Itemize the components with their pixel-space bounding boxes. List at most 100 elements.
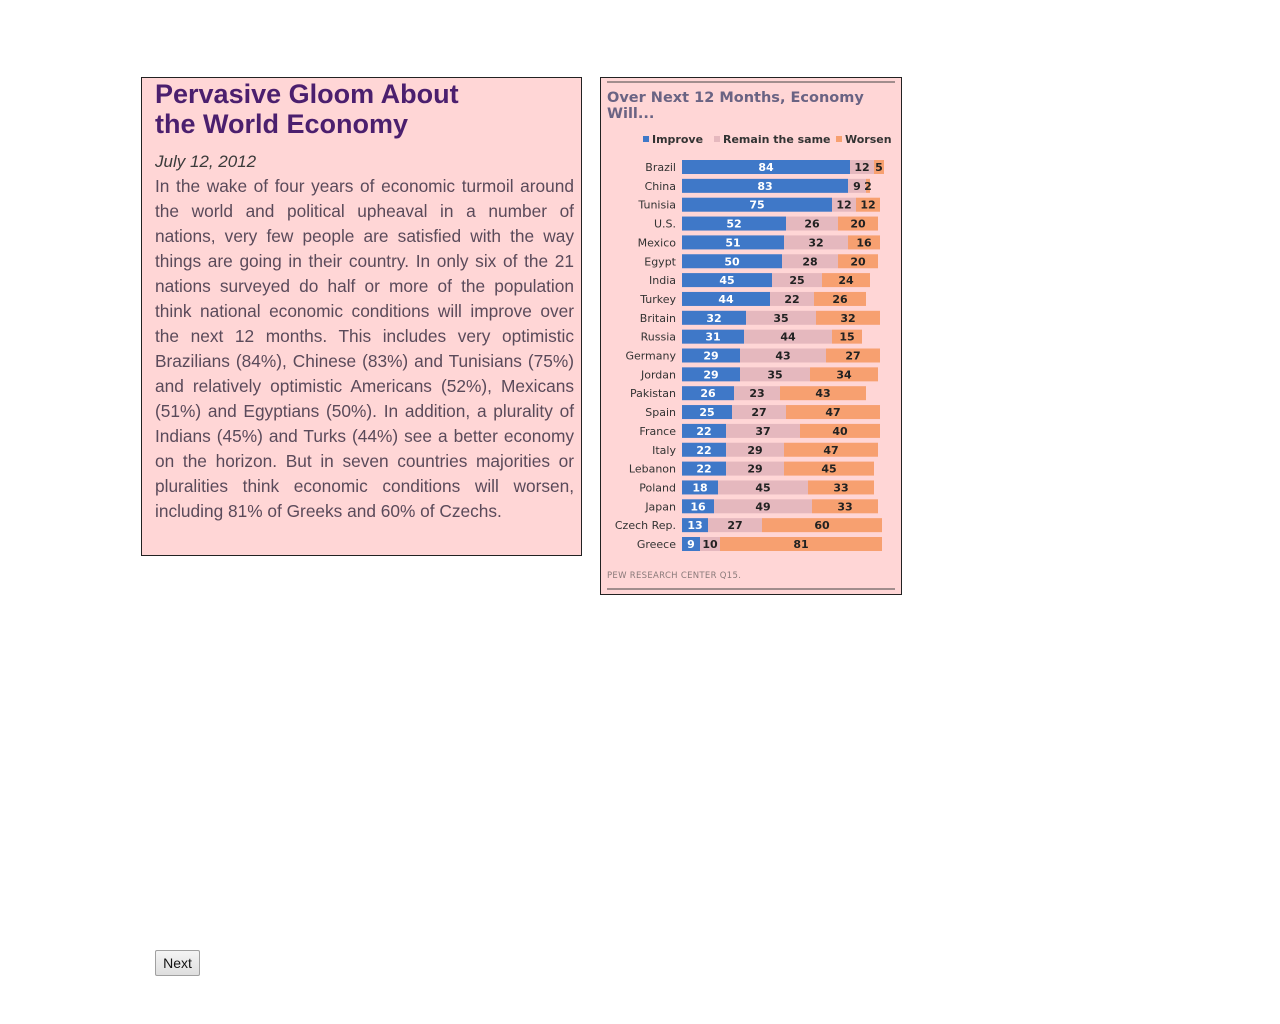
value-label-brazil-worsen: 5 [875,161,883,174]
article-body: In the wake of four years of economic tu… [155,176,574,521]
value-label-poland-remain-the-same: 45 [755,481,770,494]
value-label-japan-worsen: 33 [837,500,852,513]
bar-india-worsen [822,273,870,288]
bar-czech-rep-worsen [762,518,882,533]
bar-italy-worsen [784,442,878,457]
bar-india-improve [682,273,772,288]
value-label-jordan-improve: 29 [703,368,718,381]
chart-title-line-1: Over Next 12 Months, Economy [607,90,864,106]
value-label-brazil-remain-the-same: 12 [854,161,869,174]
country-label-spain: Spain [645,406,676,419]
country-label-britain: Britain [640,312,676,325]
value-label-pakistan-improve: 26 [700,387,716,400]
value-label-russia-remain-the-same: 44 [780,331,796,344]
country-label-tunisia: Tunisia [637,199,676,212]
chart-title-line-2: Will... [607,106,654,122]
legend-label-worsen: Worsen [845,133,892,146]
value-label-italy-improve: 22 [696,444,711,457]
value-label-china-worsen: 2 [864,180,872,193]
value-label-lebanon-remain-the-same: 29 [747,463,762,476]
bar-germany-worsen [826,348,880,363]
bar-greece-improve [682,537,700,551]
bar-turkey-improve [682,291,770,306]
chart-legend: Improve Remain the same Worsen [643,133,892,146]
value-label-egypt-worsen: 20 [850,255,866,268]
bar-britain-worsen [816,310,880,325]
bar-china-remain-the-same [848,178,866,193]
value-label-pakistan-remain-the-same: 23 [749,387,764,400]
bar-czech-rep-improve [682,518,708,533]
article-title-line-2: the World Economy [155,109,409,139]
value-label-germany-worsen: 27 [845,350,860,363]
bar-turkey-remain-the-same [770,291,814,306]
bar-mexico-remain-the-same [784,235,848,250]
value-label-britain-remain-the-same: 35 [773,312,788,325]
country-label-greece: Greece [637,538,676,551]
value-label-italy-remain-the-same: 29 [747,444,762,457]
country-label-italy: Italy [652,444,676,457]
bar-poland-remain-the-same [718,480,808,495]
country-label-russia: Russia [641,331,676,344]
value-label-czech-rep-improve: 13 [687,519,702,532]
country-label-india: India [649,274,676,287]
value-label-japan-improve: 16 [690,500,706,513]
country-label-lebanon: Lebanon [629,463,676,476]
next-button[interactable]: Next [155,950,200,976]
bar-lebanon-worsen [784,461,874,476]
value-label-poland-improve: 18 [692,481,707,494]
value-label-turkey-improve: 44 [718,293,734,306]
bar-egypt-improve [682,254,782,269]
value-label-lebanon-improve: 22 [696,463,711,476]
value-label-egypt-improve: 50 [724,255,740,268]
bar-italy-remain-the-same [726,442,784,457]
value-label-greece-remain-the-same: 10 [702,538,718,551]
bar-greece-worsen [720,537,882,551]
bar-japan-worsen [812,499,878,514]
bar-france-worsen [800,423,880,438]
bar-russia-remain-the-same [744,329,832,344]
value-label-turkey-worsen: 26 [832,293,848,306]
value-label-china-remain-the-same: 9 [853,180,861,193]
bar-u-s-remain-the-same [786,216,838,231]
bar-germany-improve [682,348,740,363]
bar-turkey-worsen [814,291,866,306]
bar-tunisia-worsen [856,197,880,212]
value-label-britain-worsen: 32 [840,312,855,325]
value-label-turkey-remain-the-same: 22 [784,293,799,306]
bar-egypt-worsen [838,254,878,269]
bar-poland-improve [682,480,718,495]
country-label-poland: Poland [639,481,676,494]
value-label-czech-rep-worsen: 60 [814,519,830,532]
country-label-brazil: Brazil [645,161,676,174]
bar-spain-improve [682,405,732,420]
value-label-tunisia-improve: 75 [749,199,764,212]
value-label-britain-improve: 32 [706,312,721,325]
legend-label-improve: Improve [652,133,703,146]
value-label-china-improve: 83 [757,180,772,193]
article-panel: Pervasive Gloom About the World Economy J… [141,77,582,556]
legend-swatch-remain-the-same [714,136,720,142]
value-label-u-s-improve: 52 [726,218,741,231]
country-label-france: France [639,425,676,438]
bar-britain-remain-the-same [746,310,816,325]
bar-russia-worsen [832,329,862,344]
bar-jordan-worsen [810,367,878,382]
chart-source: PEW RESEARCH CENTER Q15. [607,571,741,581]
country-label-mexico: Mexico [638,236,677,249]
bar-japan-remain-the-same [714,499,812,514]
value-label-france-worsen: 40 [832,425,848,438]
bar-china-improve [682,178,848,193]
article-title: Pervasive Gloom About the World Economy [155,79,555,139]
bar-brazil-worsen [874,160,884,174]
value-label-lebanon-worsen: 45 [821,463,836,476]
value-label-spain-worsen: 47 [825,406,840,419]
value-label-mexico-worsen: 16 [856,236,872,249]
bar-china-worsen [866,178,870,193]
bar-u-s-improve [682,216,786,231]
value-label-jordan-remain-the-same: 35 [767,368,782,381]
value-label-india-improve: 45 [719,274,734,287]
value-label-tunisia-remain-the-same: 12 [836,199,851,212]
value-label-germany-improve: 29 [703,350,718,363]
value-label-u-s-remain-the-same: 26 [804,218,820,231]
